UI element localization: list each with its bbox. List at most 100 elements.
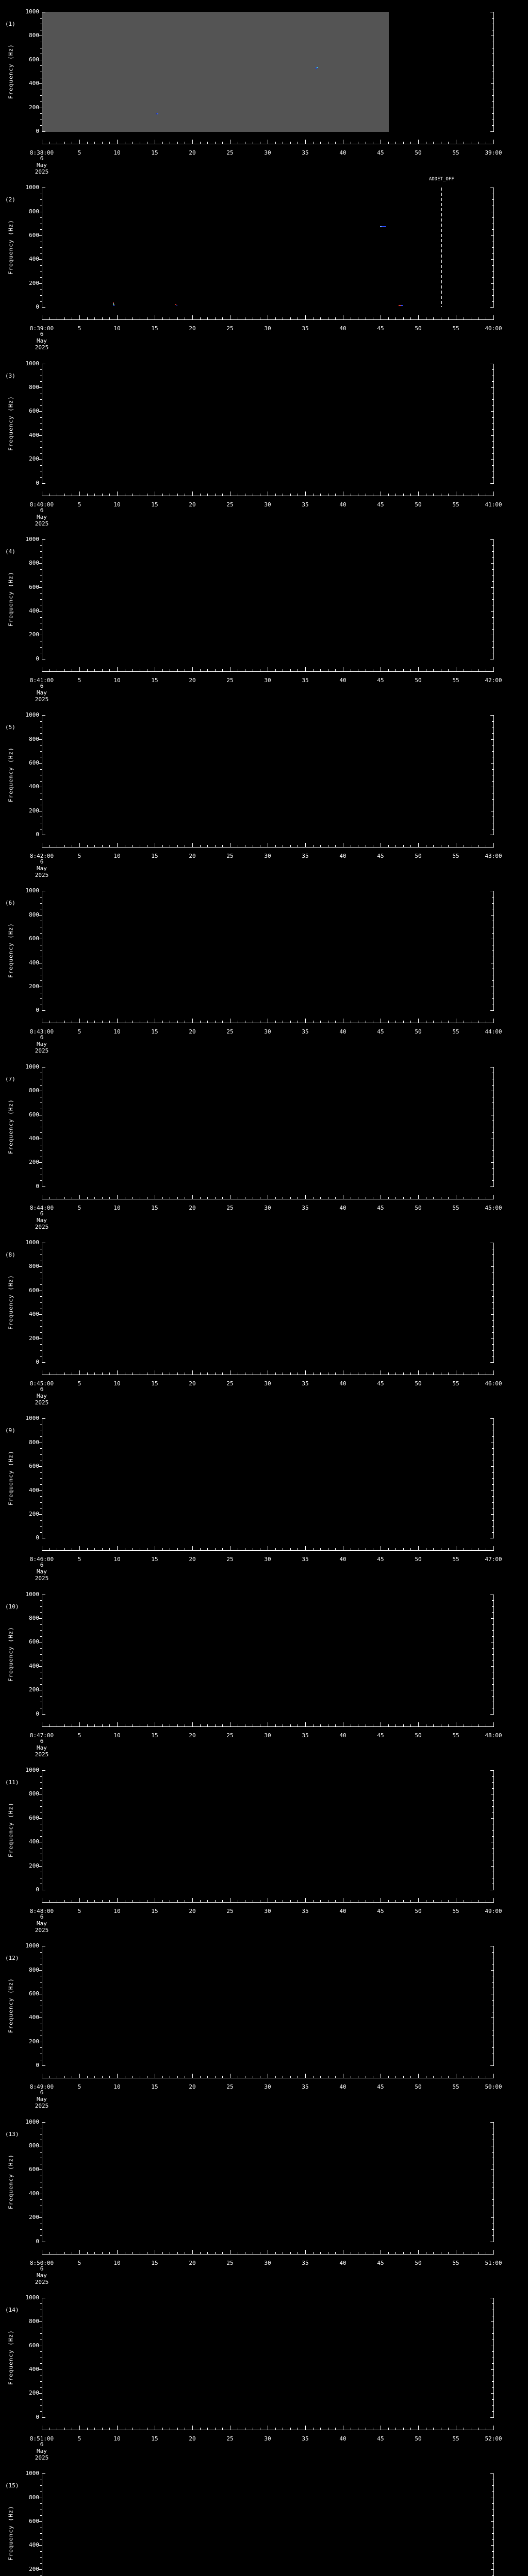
x-minor-tick (214, 1021, 216, 1023)
y-axis-right-spine (493, 2122, 494, 2242)
y-minor-tick-right (492, 1084, 493, 1086)
x-minor-tick (403, 317, 404, 320)
x-minor-tick (320, 493, 321, 496)
date-label: May (37, 2447, 47, 2454)
x-tick-label: 10 (113, 1380, 121, 1387)
y-minor-tick-right (492, 721, 493, 722)
date-label: 6 (40, 1386, 44, 1393)
y-minor-tick (40, 113, 42, 114)
x-minor-tick (275, 1548, 276, 1551)
spectrogram-panel-12: 0 200 400 600 800 1000 Frequency (Hz) (12) 8:49:… (0, 1934, 528, 2110)
x-tick-label: 50 (415, 1028, 422, 1036)
x-tick-label: 10 (113, 2259, 121, 2266)
x-tick-label: 30 (264, 1028, 271, 1036)
y-minor-tick-right (492, 557, 493, 558)
x-minor-tick (290, 1372, 291, 1375)
y-tick-label: 400 (29, 1311, 39, 1318)
y-tick-label: 0 (36, 479, 39, 486)
x-minor-tick (410, 1196, 411, 1199)
x-major-tick (79, 2425, 80, 2430)
x-minor-tick (162, 1724, 163, 1726)
y-axis-cap (42, 1362, 45, 1363)
y-major-tick (39, 1818, 42, 1819)
x-major-tick (79, 2249, 80, 2254)
y-tick-label: 1000 (25, 360, 40, 367)
detection-mark (316, 66, 319, 68)
x-minor-tick (275, 669, 276, 671)
y-minor-tick-right (492, 447, 493, 448)
y-major-tick-right (491, 1490, 493, 1491)
x-minor-tick (320, 1548, 321, 1551)
x-minor-tick (207, 2076, 208, 2078)
y-major-tick (39, 587, 42, 588)
date-label: 6 (40, 1034, 44, 1041)
y-minor-tick-right (492, 477, 493, 478)
date-label: May (37, 1568, 47, 1575)
x-minor-tick (222, 142, 223, 144)
y-minor-tick (40, 217, 42, 218)
x-minor-tick (320, 845, 321, 848)
x-minor-tick (403, 1372, 404, 1375)
y-tick-label: 1000 (25, 184, 40, 191)
y-major-tick (39, 1970, 42, 1971)
y-minor-tick (40, 2333, 42, 2334)
x-minor-tick (132, 845, 133, 848)
x-tick-label: 20 (189, 1556, 196, 1563)
y-minor-tick (40, 1502, 42, 1503)
x-minor-tick (433, 2251, 434, 2254)
x-tick-label: 25 (226, 501, 234, 508)
y-tick-label: 800 (29, 2318, 39, 2325)
y-axis-right-spine (493, 12, 494, 132)
x-minor-tick (335, 2251, 336, 2254)
x-major-tick (418, 667, 419, 671)
y-tick-label: 600 (29, 1111, 39, 1118)
y-major-tick (39, 1162, 42, 1163)
x-minor-tick (395, 142, 397, 144)
x-minor-tick (177, 2427, 178, 2430)
frequency-axis-title: Frequency (Hz) (7, 1099, 14, 1155)
x-major-tick (418, 1722, 419, 1726)
x-minor-tick (214, 1548, 216, 1551)
y-tick-label: 400 (29, 1838, 39, 1845)
x-minor-tick (388, 142, 389, 144)
x-minor-tick (64, 142, 65, 144)
date-label: 6 (40, 2441, 44, 2448)
x-major-tick (305, 667, 306, 671)
y-major-tick-right (491, 435, 493, 436)
x-major-tick (305, 1722, 306, 1726)
y-major-tick-right (491, 2065, 493, 2066)
x-major-tick (493, 1019, 494, 1023)
date-label: 2025 (35, 2103, 49, 2110)
y-minor-tick (40, 781, 42, 782)
x-major-tick (192, 1370, 193, 1375)
x-tick-label: 25 (226, 1028, 234, 1036)
y-tick-label: 200 (29, 1159, 39, 1166)
x-minor-tick (388, 669, 389, 671)
y-major-tick (39, 459, 42, 460)
spectrogram-panel-11: 0 200 400 600 800 1000 Frequency (Hz) (11) 8:48:… (0, 1758, 528, 1934)
x-axis-line (42, 1550, 494, 1551)
x-minor-tick (109, 317, 110, 320)
y-minor-tick-right (492, 769, 493, 770)
frequency-axis-title: Frequency (Hz) (7, 2154, 14, 2209)
x-minor-tick (207, 845, 208, 848)
y-major-tick-right (491, 2217, 493, 2218)
y-tick-label: 600 (29, 1814, 39, 1821)
x-tick-label: 40 (339, 853, 346, 860)
y-minor-tick (40, 2533, 42, 2534)
y-tick-label: 400 (29, 2190, 39, 2197)
x-minor-tick (64, 845, 65, 848)
x-minor-tick (214, 1372, 216, 1375)
y-major-tick-right (491, 1266, 493, 1267)
y-minor-tick-right (492, 1478, 493, 1479)
x-major-tick (117, 1194, 118, 1199)
x-minor-tick (132, 493, 133, 496)
x-minor-tick (162, 1196, 163, 1199)
y-minor-tick-right (492, 2387, 493, 2388)
panel-number-label: (2) (5, 196, 15, 204)
x-minor-tick (102, 2427, 103, 2430)
spectrogram-panel-10: 0 200 400 600 800 1000 Frequency (Hz) (10) 8:47:… (0, 1583, 528, 1758)
x-major-tick (79, 1370, 80, 1375)
date-label: May (37, 1216, 47, 1224)
